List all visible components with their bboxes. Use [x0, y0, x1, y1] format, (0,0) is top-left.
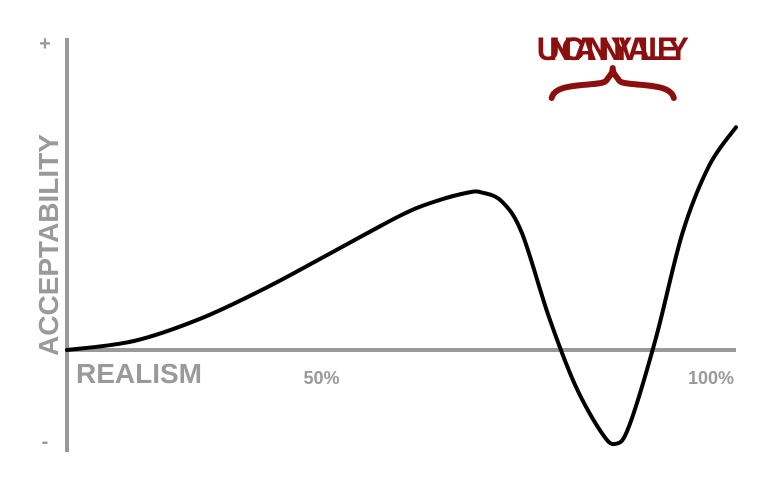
- acceptability-curve: [65, 125, 738, 447]
- y-axis-top-label: +: [39, 33, 51, 55]
- y-axis-bottom-label: -: [42, 431, 49, 453]
- x-tick-label-100: 100%: [688, 368, 734, 388]
- y-axis-label: ACCEPTABILITY: [33, 134, 64, 356]
- uncanny-valley-brace: [548, 65, 677, 101]
- x-tick-label-50: 50%: [303, 368, 339, 388]
- uncanny-valley-label: UNCANNY VALLEY: [537, 31, 689, 67]
- x-axis-label: REALISM: [76, 358, 202, 389]
